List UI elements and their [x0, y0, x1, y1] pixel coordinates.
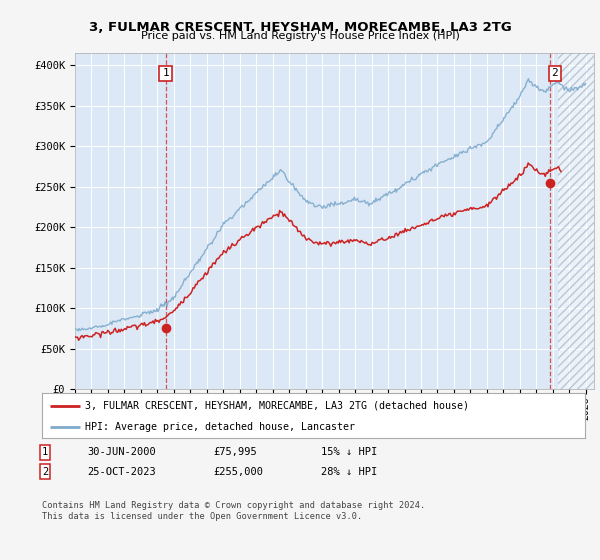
Text: 30-JUN-2000: 30-JUN-2000 — [87, 447, 156, 458]
Text: 3, FULMAR CRESCENT, HEYSHAM, MORECAMBE, LA3 2TG (detached house): 3, FULMAR CRESCENT, HEYSHAM, MORECAMBE, … — [85, 400, 469, 410]
Text: Price paid vs. HM Land Registry's House Price Index (HPI): Price paid vs. HM Land Registry's House … — [140, 31, 460, 41]
Text: 25-OCT-2023: 25-OCT-2023 — [87, 466, 156, 477]
Text: 2: 2 — [42, 466, 48, 477]
Bar — [558, 53, 594, 389]
Text: Contains HM Land Registry data © Crown copyright and database right 2024.
This d: Contains HM Land Registry data © Crown c… — [42, 501, 425, 521]
Text: 28% ↓ HPI: 28% ↓ HPI — [321, 466, 377, 477]
Text: 2: 2 — [551, 68, 558, 78]
Text: HPI: Average price, detached house, Lancaster: HPI: Average price, detached house, Lanc… — [85, 422, 355, 432]
Text: 1: 1 — [42, 447, 48, 458]
Text: 15% ↓ HPI: 15% ↓ HPI — [321, 447, 377, 458]
Bar — [558, 53, 594, 389]
Text: £75,995: £75,995 — [213, 447, 257, 458]
Text: £255,000: £255,000 — [213, 466, 263, 477]
Text: 1: 1 — [162, 68, 169, 78]
Text: 3, FULMAR CRESCENT, HEYSHAM, MORECAMBE, LA3 2TG: 3, FULMAR CRESCENT, HEYSHAM, MORECAMBE, … — [89, 21, 511, 34]
